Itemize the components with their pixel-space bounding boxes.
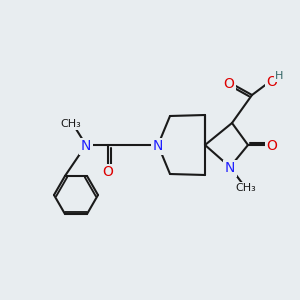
Text: H: H bbox=[275, 71, 283, 81]
Text: CH₃: CH₃ bbox=[61, 119, 81, 129]
Text: N: N bbox=[225, 161, 235, 176]
Text: O: O bbox=[267, 140, 278, 154]
Text: O: O bbox=[103, 166, 113, 179]
Text: N: N bbox=[153, 140, 163, 154]
Text: O: O bbox=[267, 76, 278, 89]
Text: CH₃: CH₃ bbox=[236, 183, 256, 193]
Text: N: N bbox=[81, 140, 91, 154]
Text: O: O bbox=[224, 77, 234, 92]
